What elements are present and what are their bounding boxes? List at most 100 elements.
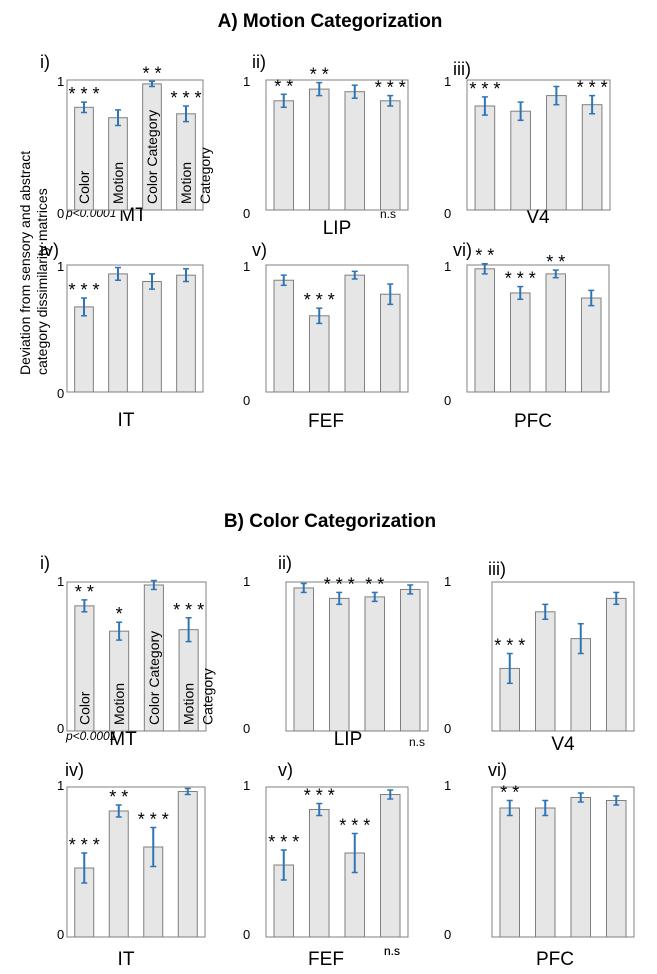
panel-label: iii): [488, 559, 506, 579]
significance-marker: * * *: [469, 79, 500, 99]
y-tick-label: 0: [243, 393, 250, 408]
significance-marker: * *: [475, 246, 494, 266]
y-tick-label: 1: [57, 574, 64, 589]
bar: [581, 104, 603, 211]
y-tick-label: 0: [57, 386, 64, 401]
y-tick-label: 1: [444, 259, 451, 274]
panel-label: v): [278, 760, 293, 780]
bar: [399, 588, 421, 732]
bar-label: Color Category: [146, 631, 162, 725]
bar: [308, 88, 330, 211]
region-label: PFC: [514, 411, 552, 432]
bar: [108, 273, 128, 393]
y-tick-label: 1: [444, 574, 451, 589]
y-tick-label: 1: [57, 259, 64, 274]
y-tick-label: 0: [57, 721, 64, 736]
y-tick-label: 1: [444, 74, 451, 89]
panel-label: ii): [252, 52, 266, 72]
significance-marker: * * *: [68, 84, 99, 104]
y-tick-label: 1: [243, 574, 250, 589]
significance-marker: * *: [109, 787, 128, 807]
significance-marker: * * *: [173, 600, 204, 620]
bar-label: Category: [200, 668, 216, 725]
section-b-pvalue-note: p<0.0001: [65, 729, 116, 743]
bar: [364, 596, 386, 732]
region-label: PFC: [536, 949, 574, 970]
bar: [273, 100, 295, 211]
panel-label: iv): [40, 240, 59, 260]
significance-marker: * * *: [170, 88, 201, 108]
bar: [176, 274, 196, 393]
bar: [379, 100, 401, 211]
significance-marker: * * *: [138, 810, 169, 830]
panel-label: i): [40, 553, 50, 573]
y-tick-label: 0: [243, 206, 250, 221]
panel-label: iv): [65, 760, 84, 780]
bar: [534, 611, 556, 732]
significance-marker: * *: [365, 574, 384, 594]
y-tick-label: 0: [57, 206, 64, 221]
region-label: IT: [118, 410, 135, 431]
significance-marker: * * *: [577, 78, 608, 98]
section-b-title: B) Color Categorization: [224, 511, 436, 532]
y-axis-label-line1: Deviation from sensory and abstract: [17, 151, 33, 375]
region-label: LIP: [334, 729, 363, 750]
bar: [308, 809, 330, 938]
panel-label: i): [40, 52, 50, 72]
bar-label: Category: [197, 147, 213, 204]
bar: [499, 807, 521, 938]
bar: [605, 597, 627, 732]
bar: [474, 268, 496, 393]
significance-marker: * * *: [68, 280, 99, 300]
bar: [344, 274, 366, 393]
bar-label: Color: [76, 170, 92, 204]
y-tick-label: 0: [444, 206, 451, 221]
bar: [546, 95, 567, 211]
bar: [308, 315, 330, 393]
significance-marker: * * *: [268, 832, 299, 852]
bar: [605, 800, 627, 938]
bar-label: Color: [76, 691, 92, 725]
y-tick-label: 1: [57, 74, 64, 89]
bar: [177, 791, 198, 938]
bar: [328, 597, 350, 732]
bar: [142, 281, 162, 393]
bar-label: Motion: [110, 162, 126, 204]
region-label: MT: [109, 729, 137, 750]
ns-note: n.s: [384, 944, 400, 958]
y-axis-label-line2: category dissimilarity matrices: [34, 188, 50, 375]
bar: [293, 587, 315, 732]
y-tick-label: 0: [444, 721, 451, 736]
ns-note: n.s: [409, 735, 425, 749]
region-label: LIP: [323, 218, 352, 239]
panel-label: ii): [278, 553, 292, 573]
region-label: IT: [118, 949, 135, 970]
bar: [580, 297, 602, 393]
bar-label: Motion: [111, 683, 127, 725]
bar: [108, 810, 129, 938]
y-tick-label: 1: [243, 778, 250, 793]
y-tick-label: 0: [444, 927, 451, 942]
bar: [509, 292, 531, 393]
bar: [379, 293, 401, 393]
significance-marker: * *: [274, 76, 293, 96]
bar: [74, 306, 94, 393]
panel-label: iii): [453, 59, 471, 79]
significance-marker: * * *: [69, 835, 100, 855]
bar: [545, 273, 567, 393]
region-label: V4: [551, 734, 575, 755]
ns-note: n.s: [380, 207, 396, 221]
y-tick-label: 1: [444, 778, 451, 793]
bar-label: Color Category: [144, 110, 160, 204]
y-tick-label: 1: [57, 778, 64, 793]
significance-marker: *: [116, 604, 123, 624]
bar: [344, 91, 366, 211]
significance-marker: * * *: [304, 786, 335, 806]
y-tick-label: 0: [243, 721, 250, 736]
significance-marker: * *: [546, 252, 565, 272]
significance-marker: * *: [310, 65, 329, 85]
panel-label: v): [252, 240, 267, 260]
panel-label: vi): [453, 240, 472, 260]
bar: [379, 794, 401, 938]
